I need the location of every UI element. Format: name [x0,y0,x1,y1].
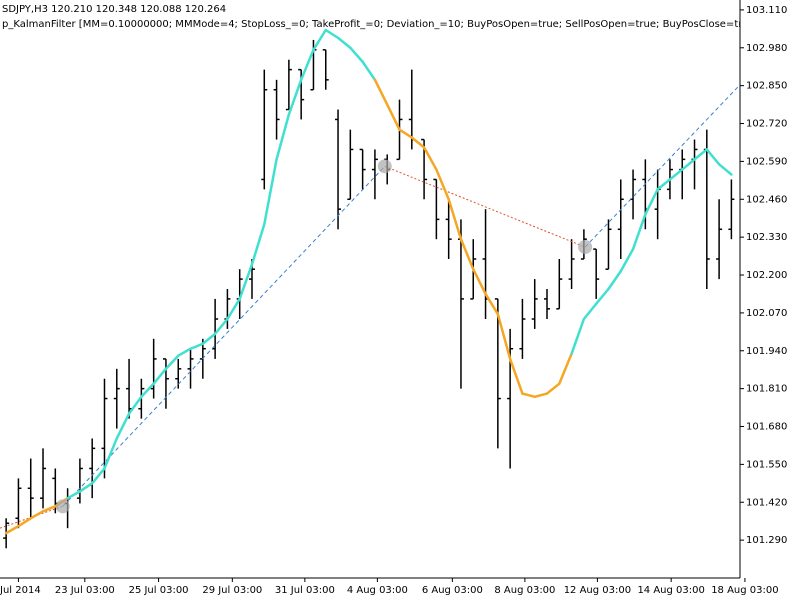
y-tick-label: 102.200 [746,270,787,281]
kalman-segment [385,103,401,131]
x-tick-label: Jul 2014 [0,585,41,596]
kalman-segment [594,287,610,306]
kalman-segment [127,395,143,415]
kalman-segment [275,113,291,161]
y-tick-label: 101.680 [746,422,787,433]
deal-marker [377,159,392,174]
kalman-segment [226,297,241,321]
x-tick-label: 29 Jul 03:00 [202,585,262,596]
kalman-segment [263,158,278,226]
kalman-segment [668,168,684,181]
x-tick-label: 6 Aug 03:00 [422,585,483,596]
kalman-segment [398,128,414,139]
deal-marker [578,240,593,255]
chart-title: SDJPY,H3 120.210 120.348 120.088 120.264 [2,4,226,15]
plot-area: SDJPY,H3 120.210 120.348 120.088 120.264… [0,4,758,549]
kalman-segment [324,28,340,40]
kalman-segment [484,292,500,316]
chart-subtitle: p_KalmanFilter [MM=0.10000000; MMMode=4;… [2,19,758,30]
kalman-segment [472,267,487,296]
kalman-segment [545,382,561,395]
kalman-segment [680,158,696,171]
y-tick-label: 102.070 [746,308,787,319]
x-tick-label: 4 Aug 03:00 [347,585,408,596]
kalman-segment [201,332,217,346]
y-tick-label: 103.110 [746,5,787,16]
y-tick-label: 101.940 [746,346,787,357]
kalman-segment [435,168,450,201]
kalman-segment [508,357,524,395]
y-tick-label: 101.290 [746,535,787,546]
deal-line [584,84,740,248]
kalman-segment [631,213,647,251]
kalman-segment [29,510,45,520]
kalman-segment [164,354,180,371]
x-tick-label: 18 Aug 03:00 [711,585,778,596]
kalman-segment [705,148,721,166]
kalman-segment [410,136,426,149]
deal-line [384,165,586,248]
y-tick-label: 102.460 [746,194,787,205]
kalman-segment [152,367,168,385]
kalman-segment [349,46,364,64]
kalman-segment [336,36,352,50]
y-tick-label: 101.420 [746,497,787,508]
kalman-segment [115,412,131,440]
kalman-segment [299,48,315,82]
kalman-segment [176,347,192,357]
y-tick-label: 102.850 [746,81,787,92]
kalman-segment [361,60,377,82]
kalman-segment [66,490,82,500]
y-tick-label: 102.330 [746,232,787,243]
x-tick-label: 25 Jul 03:00 [129,585,189,596]
deal-marker [55,499,70,514]
kalman-segment [607,269,623,291]
kalman-segment [619,247,635,273]
y-tick-label: 101.810 [746,384,787,395]
kalman-segment [447,198,463,241]
kalman-segment [496,312,512,361]
x-tick-label: 23 Jul 03:00 [55,585,115,596]
kalman-segment [558,352,573,385]
x-tick-label: 14 Aug 03:00 [637,585,704,596]
kalman-segment [717,163,733,176]
kalman-segment [189,342,205,350]
y-tick-label: 102.590 [746,156,787,167]
kalman-segment [4,524,20,535]
kalman-segment [693,148,709,161]
axes: 101.290 101.420 101.550 101.680 101.810 101.9… [0,0,787,596]
kalman-segment [644,188,659,216]
kalman-segment [422,146,438,171]
y-tick-label: 102.720 [746,119,787,130]
kalman-segment [287,78,303,116]
kalman-segment [140,382,155,399]
y-tick-label: 102.980 [746,43,787,54]
kalman-segment [250,223,266,266]
kalman-segment [582,302,598,321]
kalman-segment [459,237,475,271]
kalman-segment [41,505,57,513]
kalman-segment [521,392,536,399]
kalman-segment [17,517,32,528]
kalman-segment [656,178,672,191]
y-tick-label: 101.550 [746,459,787,470]
kalman-segment [312,28,327,52]
kalman-segment [78,482,94,493]
deal-line [62,166,386,507]
kalman-segment [533,392,549,399]
kalman-segment [238,262,254,301]
x-tick-label: 8 Aug 03:00 [494,585,555,596]
kalman-segment [90,467,106,485]
kalman-segment [570,317,586,355]
kalman-segment [373,78,389,106]
x-tick-label: 31 Jul 03:00 [275,585,335,596]
kalman-segment [103,437,119,470]
kalman-segment [213,317,229,336]
x-tick-label: 12 Aug 03:00 [564,585,631,596]
